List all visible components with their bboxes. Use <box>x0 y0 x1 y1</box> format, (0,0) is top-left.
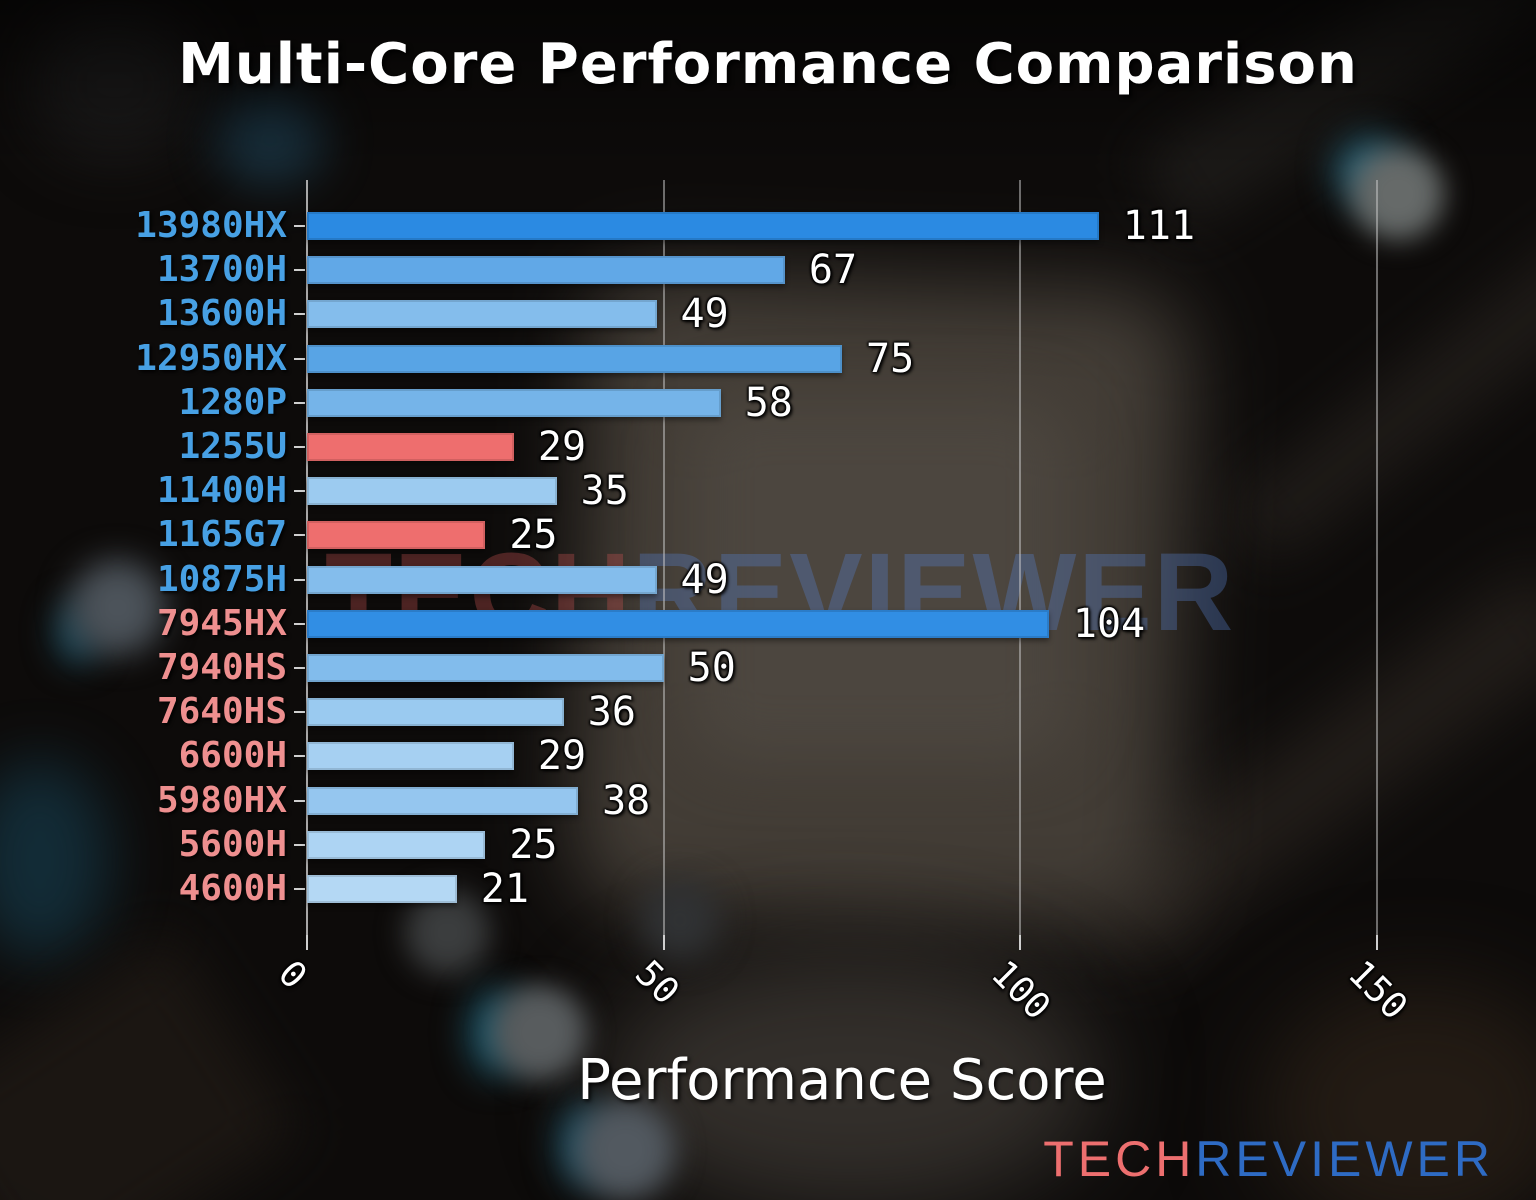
y-tick <box>294 843 305 846</box>
value-label: 50 <box>687 644 736 691</box>
value-label: 21 <box>480 865 529 912</box>
x-tick <box>306 935 308 950</box>
y-tick <box>294 711 305 714</box>
y-tick <box>294 446 305 449</box>
bar <box>307 565 657 594</box>
x-tick <box>1376 935 1378 950</box>
x-tick <box>662 935 665 950</box>
chart-title: Multi-Core Performance Comparison <box>178 32 1358 97</box>
category-label: 10875H <box>156 558 287 600</box>
bar <box>307 786 579 815</box>
bar <box>307 874 457 903</box>
brand-logo: TECHREVIEWER <box>1043 1134 1494 1184</box>
category-label: 13600H <box>156 293 287 335</box>
y-tick <box>294 666 305 669</box>
bar <box>307 433 514 462</box>
y-tick <box>294 313 305 316</box>
value-label: 49 <box>680 556 729 603</box>
bar <box>307 609 1049 638</box>
y-tick <box>294 578 305 581</box>
bar <box>307 388 721 417</box>
category-label: 11400H <box>156 470 287 512</box>
category-label: 7640HS <box>156 691 287 733</box>
bar <box>307 300 657 329</box>
x-axis-label: Performance Score <box>577 1048 1107 1113</box>
value-label: 35 <box>580 468 629 515</box>
bar <box>307 344 842 373</box>
category-label: 1165G7 <box>156 514 287 556</box>
y-tick <box>294 225 305 228</box>
y-tick <box>294 755 305 758</box>
value-label: 75 <box>866 335 915 382</box>
value-label: 58 <box>744 379 793 426</box>
brand-logo-tech: TECH <box>1043 1131 1196 1187</box>
bar <box>307 256 785 285</box>
bar <box>307 653 664 682</box>
y-tick <box>294 269 305 272</box>
category-label: 5980HX <box>156 779 287 821</box>
y-tick <box>294 401 305 404</box>
value-label: 104 <box>1072 600 1146 647</box>
category-label: 13700H <box>156 249 287 291</box>
bar <box>307 521 486 550</box>
category-label: 4600H <box>178 867 287 909</box>
value-label: 67 <box>808 247 858 294</box>
value-label: 49 <box>680 291 729 338</box>
gridline <box>306 180 308 935</box>
bar <box>307 698 564 727</box>
value-label: 38 <box>602 777 651 824</box>
y-tick <box>294 887 305 890</box>
category-label: 7940HS <box>156 646 287 688</box>
bar <box>307 742 514 771</box>
category-label: 1280P <box>178 381 287 423</box>
value-label: 29 <box>537 424 587 471</box>
bar <box>307 212 1099 241</box>
gridline <box>662 180 665 935</box>
category-label: 12950HX <box>135 337 287 379</box>
value-label: 36 <box>587 689 636 736</box>
category-label: 1255U <box>178 426 287 468</box>
bar <box>307 477 557 506</box>
y-tick <box>294 622 305 625</box>
y-tick <box>294 490 305 493</box>
category-label: 13980HX <box>135 205 287 247</box>
x-tick <box>1019 935 1022 950</box>
value-label: 29 <box>537 733 587 780</box>
y-tick <box>294 799 305 802</box>
bar <box>307 830 486 859</box>
category-label: 6600H <box>178 735 287 777</box>
y-tick <box>294 534 305 537</box>
category-label: 5600H <box>178 823 287 865</box>
y-tick <box>294 357 305 360</box>
plot-area: 0 50 100 150 13980HX 111 13700H 67 13600H 49 12950… <box>135 180 1415 1028</box>
gridline <box>1376 180 1378 935</box>
value-label: 25 <box>509 512 558 559</box>
brand-logo-reviewer: REVIEWER <box>1195 1131 1494 1187</box>
gridline <box>1019 180 1022 935</box>
value-label: 111 <box>1122 203 1196 250</box>
value-label: 25 <box>509 821 558 868</box>
category-label: 7945HX <box>156 602 287 644</box>
